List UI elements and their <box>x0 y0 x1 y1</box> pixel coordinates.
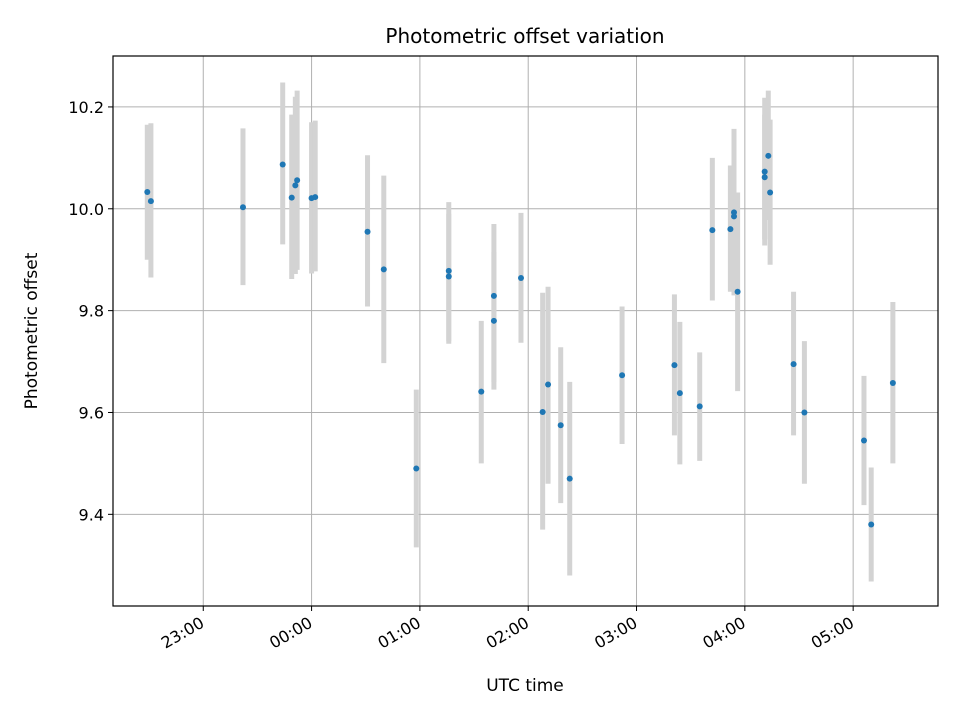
data-point <box>790 361 797 368</box>
data-point <box>765 152 772 159</box>
data-point <box>445 267 452 274</box>
data-point <box>731 209 738 216</box>
data-point <box>557 422 564 429</box>
data-point <box>619 372 626 379</box>
data-point <box>478 388 485 395</box>
data-point <box>727 226 734 233</box>
data-point <box>767 189 774 196</box>
y-tick-label: 10.0 <box>68 200 104 219</box>
data-point <box>239 204 246 211</box>
data-point <box>889 379 896 386</box>
y-tick-label: 9.8 <box>79 302 104 321</box>
grid <box>113 56 938 606</box>
data-point <box>734 288 741 295</box>
plot-frame <box>112 55 939 607</box>
data-point <box>279 161 286 168</box>
data-point <box>147 198 154 205</box>
data-point <box>868 521 875 528</box>
y-tick-label: 10.2 <box>68 98 104 117</box>
data-point <box>761 168 768 175</box>
y-axis-ticks: 9.4 9.6 9.8 10.0 10.2 <box>68 98 113 524</box>
data-point <box>801 409 808 416</box>
y-axis-label: Photometric offset <box>22 252 42 409</box>
data-point <box>413 465 420 472</box>
y-tick-label: 9.4 <box>79 505 104 524</box>
data-point <box>292 182 299 189</box>
data-point <box>294 177 301 184</box>
data-point <box>364 228 371 235</box>
data-point <box>490 317 497 324</box>
data-point <box>539 408 546 415</box>
data-point <box>860 437 867 444</box>
data-point <box>761 174 768 181</box>
data-point <box>445 273 452 280</box>
data-point <box>566 475 573 482</box>
data-point <box>696 403 703 410</box>
data-point <box>545 381 552 388</box>
chart-title: Photometric offset variation <box>385 24 664 48</box>
x-axis-label: UTC time <box>486 676 564 696</box>
y-tick-label: 9.6 <box>79 403 104 422</box>
data-point <box>144 188 151 195</box>
data-point <box>671 362 678 369</box>
data-point <box>312 194 319 201</box>
data-point <box>517 275 524 282</box>
data-point <box>490 292 497 299</box>
data-point <box>676 390 683 397</box>
data-point <box>380 266 387 273</box>
data-point <box>288 194 295 201</box>
data-point <box>709 227 716 234</box>
data-points <box>144 152 896 528</box>
